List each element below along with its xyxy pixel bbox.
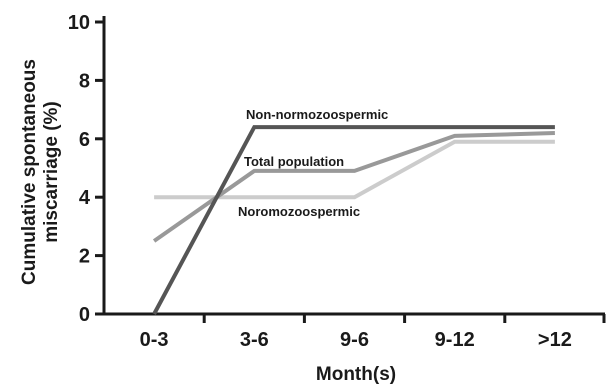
y-ticks: 0 2 4 6 8 10: [68, 12, 104, 326]
series-line-non-normozoospermic: [152, 125, 555, 315]
x-axis-title: Month(s): [316, 364, 396, 385]
x-tick-label: 9-6: [340, 329, 369, 351]
series-group: [152, 125, 555, 315]
series-line-noromozoospermic: [154, 139, 555, 200]
x-tick-label: 0-3: [140, 329, 169, 351]
x-tick-label: >12: [538, 329, 572, 351]
y-tick-label: 0: [79, 304, 90, 326]
series-line-total-population: [152, 131, 555, 243]
x-ticks: 0-3 3-6 9-6 9-12 >12: [140, 314, 606, 351]
y-axis-title-line-2-text: miscarriage (%): [41, 101, 62, 243]
series-labels: Non-normozoospermic Total population Nor…: [238, 107, 388, 219]
x-tick-label: 9-12: [435, 329, 475, 351]
y-tick-label: 2: [79, 246, 90, 268]
y-axis-title-line-1-text: Cumulative spontaneous: [19, 59, 40, 285]
y-tick-label: 10: [68, 12, 90, 34]
y-tick-label: 4: [79, 187, 91, 209]
y-tick-label: 6: [79, 129, 90, 151]
y-tick-label: 8: [79, 70, 90, 92]
x-tick-label: 3-6: [240, 329, 269, 351]
axes: [102, 16, 605, 316]
series-label-non-normozoospermic: Non-normozoospermic: [246, 107, 388, 122]
series-label-total-population: Total population: [244, 154, 344, 169]
series-label-noromozoospermic: Noromozoospermic: [238, 204, 360, 219]
